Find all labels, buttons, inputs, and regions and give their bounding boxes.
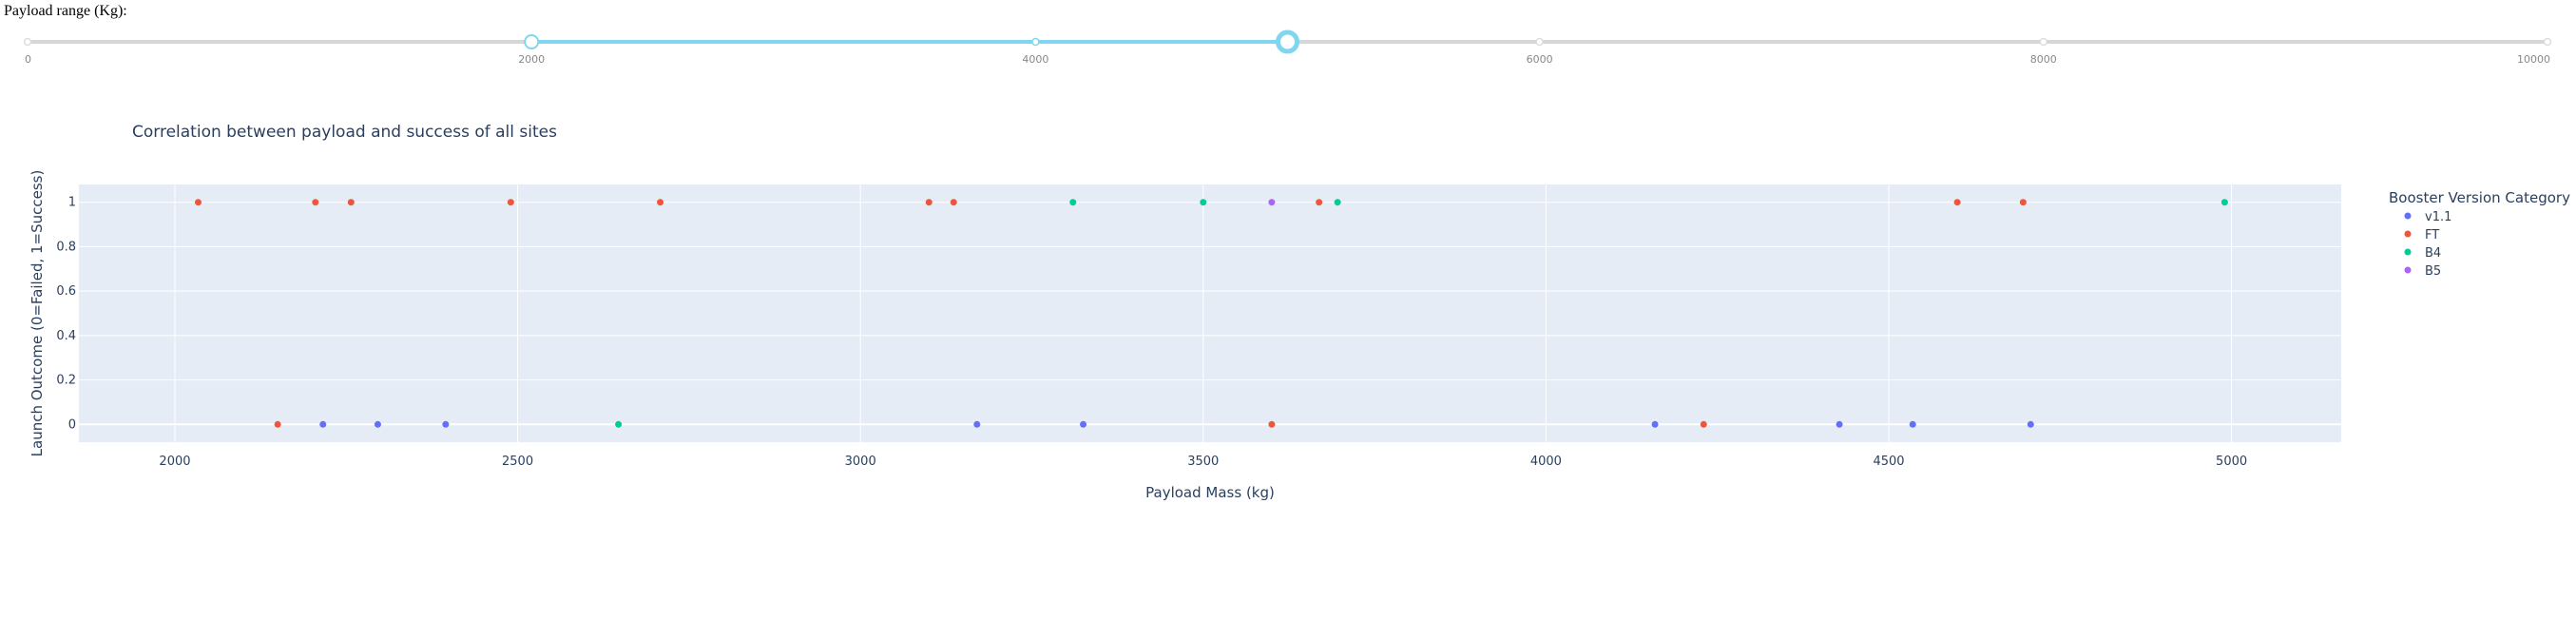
y-tick-label: 0.4 — [56, 329, 76, 343]
data-point-ft — [1700, 420, 1707, 428]
data-point-ft — [2019, 199, 2027, 206]
data-point-b4 — [2220, 199, 2228, 206]
y-tick-label: 0.2 — [56, 374, 76, 388]
x-tick-label: 2500 — [502, 455, 533, 469]
slider-mark-label: 6000 — [1527, 53, 1553, 66]
data-point-v1-1 — [374, 420, 381, 428]
data-point-v1-1 — [2027, 420, 2034, 428]
legend-marker[interactable] — [2404, 212, 2412, 220]
data-point-v1-1 — [973, 420, 981, 428]
data-point-ft — [347, 199, 355, 206]
slider-mark-label: 10000 — [2517, 53, 2550, 66]
data-point-ft — [507, 199, 514, 206]
data-point-ft — [1316, 199, 1323, 206]
data-point-ft — [950, 199, 957, 206]
chart-title: Correlation between payload and success … — [132, 123, 557, 142]
slider-mark-dot — [1031, 37, 1040, 47]
x-tick-label: 3000 — [845, 455, 876, 469]
data-point-v1-1 — [1909, 420, 1916, 428]
data-point-b4 — [1069, 199, 1077, 206]
plot-area — [79, 184, 2341, 442]
data-point-b5 — [1268, 199, 1276, 206]
data-point-ft — [657, 199, 664, 206]
slider-mark-dot — [2039, 37, 2048, 47]
slider-mark-label: 8000 — [2030, 53, 2057, 66]
data-point-ft — [925, 199, 932, 206]
y-tick-label: 0.6 — [56, 284, 76, 299]
data-point-v1-1 — [1836, 420, 1843, 428]
payload-range-label: Payload range (Kg): — [4, 3, 127, 19]
slider-mark-label: 2000 — [518, 53, 545, 66]
slider-mark-label: 0 — [25, 53, 31, 66]
data-point-ft — [312, 199, 319, 206]
y-tick-label: 1 — [68, 196, 76, 210]
legend-item-label[interactable]: FT — [2425, 228, 2439, 242]
data-point-b4 — [1200, 199, 1207, 206]
data-point-ft — [1953, 199, 1961, 206]
legend-marker[interactable] — [2404, 230, 2412, 238]
data-point-v1-1 — [442, 420, 450, 428]
slider-mark-label: 4000 — [1022, 53, 1048, 66]
y-tick-label: 0 — [68, 417, 76, 432]
data-point-ft — [274, 420, 281, 428]
data-point-ft — [1268, 420, 1276, 428]
legend-item-label[interactable]: v1.1 — [2425, 210, 2451, 224]
legend-item-label[interactable]: B4 — [2425, 246, 2441, 261]
legend-item-label[interactable]: B5 — [2425, 264, 2441, 279]
slider-handle-upper[interactable] — [1276, 29, 1299, 54]
data-point-b4 — [1334, 199, 1341, 206]
x-tick-label: 5000 — [2216, 455, 2247, 469]
legend-title: Booster Version Category — [2389, 189, 2570, 206]
slider-handle-lower[interactable] — [524, 34, 540, 49]
x-tick-label: 4500 — [1873, 455, 1904, 469]
data-point-v1-1 — [1080, 420, 1087, 428]
data-point-v1-1 — [1651, 420, 1659, 428]
payload-range-slider[interactable]: 0 2000 4000 6000 8000 10000 — [0, 0, 2576, 76]
slider-mark-dot — [23, 37, 32, 47]
x-axis-label: Payload Mass (kg) — [1145, 484, 1275, 501]
data-point-v1-1 — [319, 420, 327, 428]
y-tick-label: 0.8 — [56, 240, 76, 254]
legend-marker[interactable] — [2404, 248, 2412, 256]
slider-mark-dot — [1535, 37, 1544, 47]
x-tick-label: 4000 — [1530, 455, 1562, 469]
data-point-b4 — [615, 420, 623, 428]
legend-marker[interactable] — [2404, 266, 2412, 274]
payload-success-scatter-chart: Correlation between payload and success … — [29, 123, 2570, 501]
slider-mark-dot — [2543, 37, 2552, 47]
x-tick-label: 3500 — [1187, 455, 1219, 469]
x-tick-label: 2000 — [159, 455, 190, 469]
data-point-ft — [194, 199, 202, 206]
y-axis-label: Launch Outcome (0=Failed, 1=Success) — [29, 170, 46, 457]
